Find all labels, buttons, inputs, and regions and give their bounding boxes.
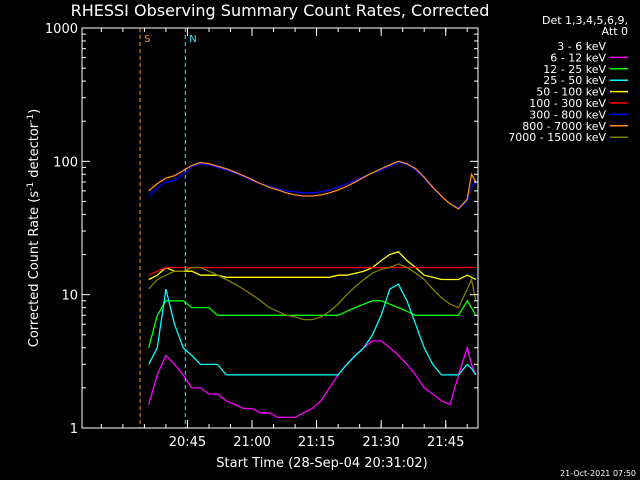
y-tick-label-2: 100	[53, 155, 78, 170]
marker-label-0: S	[144, 34, 150, 45]
legend-entry-label-8: 7000 - 15000 keV	[508, 131, 606, 144]
x-tick-label-3: 21:30	[362, 435, 399, 450]
legend-entry-label-6: 300 - 800 keV	[529, 108, 606, 121]
x-tick-label-4: 21:45	[427, 435, 464, 450]
series-line-5	[148, 266, 476, 276]
x-tick-label-2: 21:15	[298, 435, 335, 450]
series-line-1	[148, 340, 477, 419]
y-axis-label-mid: detector	[27, 122, 42, 182]
x-axis-label: Start Time (28-Sep-04 20:31:02)	[216, 456, 427, 471]
y-axis-label: Corrected Count Rate (s-1 detector-1)	[26, 109, 42, 347]
y-tick-label-0: 1	[70, 422, 78, 437]
legend-entry-label-0: 3 - 6 keV	[557, 40, 606, 53]
series-line-2	[148, 299, 477, 348]
y-axis-label-main: Corrected Count Rate (s	[27, 191, 42, 348]
x-tick-label-0: 20:45	[169, 435, 206, 450]
timestamp: 21-Oct-2021 07:50	[560, 469, 636, 478]
series-line-7	[148, 160, 477, 210]
chart-title: RHESSI Observing Summary Count Rates, Co…	[71, 1, 490, 20]
legend-header-0: Det 1,3,4,5,6,9,	[542, 14, 628, 27]
y-axis-label-sup1: -1	[26, 182, 36, 191]
legend-entry-label-7: 800 - 7000 keV	[522, 120, 606, 133]
marker-label-1: N	[189, 34, 196, 45]
legend-entry-label-4: 50 - 100 keV	[536, 86, 606, 99]
x-tick-label-1: 21:00	[233, 435, 270, 450]
y-axis-label-end: )	[27, 109, 42, 114]
plot-frame	[81, 27, 479, 429]
y-tick-label-3: 1000	[45, 22, 78, 37]
legend-entry-label-3: 25 - 50 keV	[543, 74, 606, 87]
legend-entry-label-1: 6 - 12 keV	[550, 51, 606, 64]
legend-entry-label-5: 100 - 300 keV	[529, 97, 606, 110]
legend-header-1: Att 0	[602, 25, 628, 38]
y-tick-label-1: 10	[61, 289, 78, 304]
series-line-4	[148, 250, 477, 281]
series-line-3	[148, 283, 477, 376]
y-axis-label-sup2: -1	[26, 114, 36, 123]
series-line-8	[148, 263, 477, 321]
legend-entry-label-2: 12 - 25 keV	[543, 63, 606, 76]
axes: 1 10 100 1000 20:45 21:00 21:15 21:30 21:45	[45, 22, 479, 450]
